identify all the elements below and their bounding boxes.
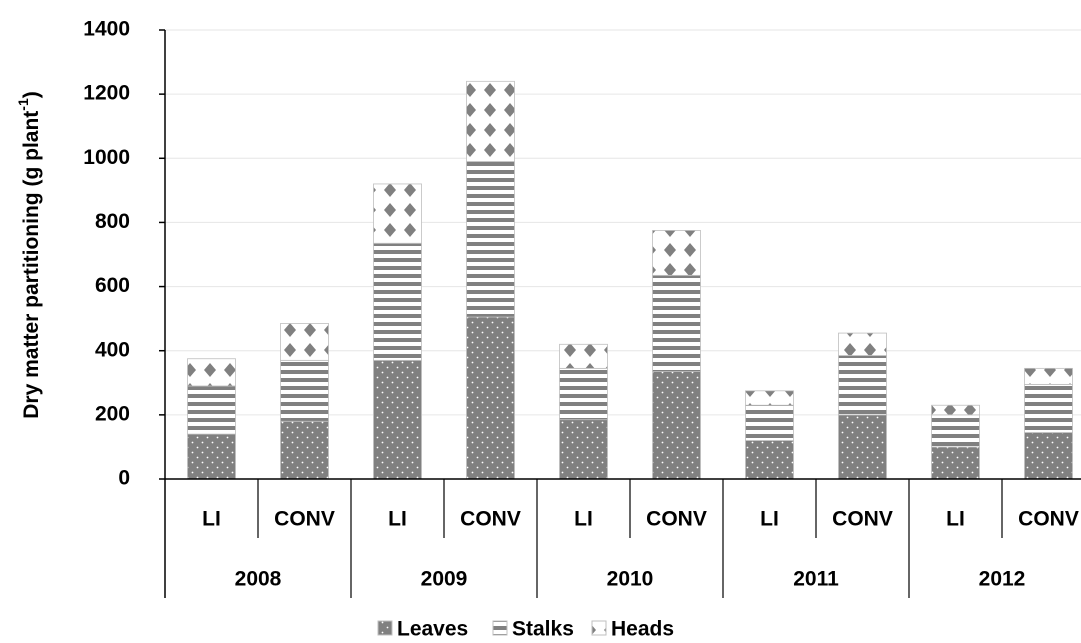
- y-tick-label: 1400: [83, 18, 130, 41]
- y-axis-title: Dry matter partitioning (g plant-1): [15, 91, 43, 418]
- bar-segment: [559, 343, 608, 369]
- bar-segment: [187, 433, 236, 480]
- bar-segment: [931, 446, 980, 480]
- y-axis-title-text: Dry matter partitioning (g plant: [20, 111, 43, 419]
- bar-segment: [838, 414, 887, 480]
- group-label: 2012: [979, 568, 1026, 591]
- y-tick-label: 200: [95, 402, 130, 425]
- bar-segment: [931, 414, 980, 448]
- bar-segment: [280, 359, 329, 422]
- legend-label: Stalks: [512, 618, 574, 641]
- group-label: 2011: [793, 568, 839, 591]
- bar-segment: [745, 440, 794, 480]
- bar-segment: [559, 419, 608, 480]
- legend-swatch: [377, 620, 393, 636]
- group-label: 2008: [235, 568, 282, 591]
- bar-segment: [373, 242, 422, 361]
- legend-label: Heads: [611, 618, 674, 641]
- y-tick-label: 1000: [83, 146, 130, 169]
- bar-segment: [652, 274, 701, 372]
- bar-segment: [838, 332, 887, 356]
- x-tick-label: CONV: [832, 508, 893, 531]
- bar-segment: [559, 367, 608, 421]
- bar-segment: [652, 230, 701, 276]
- group-label: 2009: [421, 568, 468, 591]
- bar-segment: [466, 316, 515, 480]
- y-axis-title-end: ): [20, 91, 43, 98]
- bar-segment: [187, 358, 236, 387]
- bar-segment: [280, 420, 329, 480]
- x-tick-label: CONV: [646, 508, 707, 531]
- x-tick-label: LI: [388, 508, 407, 531]
- group-label: 2010: [607, 568, 654, 591]
- legend-swatch: [492, 620, 508, 636]
- bar-segment: [745, 390, 794, 406]
- x-tick-label: CONV: [274, 508, 335, 531]
- bar-segment: [466, 80, 515, 162]
- y-tick-label: 600: [95, 274, 130, 297]
- x-tick-label: LI: [574, 508, 593, 531]
- legend-label: Leaves: [397, 618, 468, 641]
- bar-segment: [187, 385, 236, 435]
- x-tick-label: LI: [760, 508, 779, 531]
- bar-segment: [652, 371, 701, 480]
- x-tick-label: LI: [202, 508, 221, 531]
- y-tick-label: 800: [95, 210, 130, 233]
- bar-segment: [838, 355, 887, 416]
- bar-segment: [373, 183, 422, 244]
- bar-segment: [931, 404, 980, 416]
- y-tick-label: 400: [95, 338, 130, 361]
- bar-segment: [373, 359, 422, 480]
- y-axis-title-sup: -1: [15, 98, 31, 111]
- legend-swatch: [591, 620, 607, 636]
- bar-segment: [1024, 367, 1073, 385]
- y-tick-label: 1200: [83, 82, 130, 105]
- bar-segment: [1024, 432, 1073, 480]
- bar-segment: [1024, 383, 1073, 433]
- x-tick-label: CONV: [1018, 508, 1079, 531]
- bar-segment: [745, 404, 794, 441]
- x-tick-label: CONV: [460, 508, 521, 531]
- x-tick-label: LI: [946, 508, 965, 531]
- bar-segment: [466, 161, 515, 318]
- y-tick-label: 0: [118, 467, 130, 490]
- bar-segment: [280, 323, 329, 361]
